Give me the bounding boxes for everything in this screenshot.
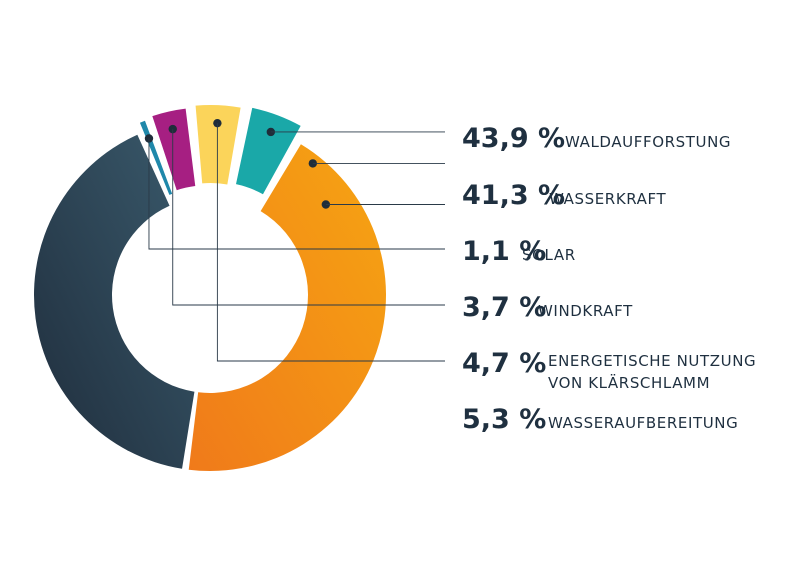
slice-2-percent: 1,1 %: [462, 236, 546, 267]
slice-2-label: SOLAR: [522, 246, 576, 264]
slice-4-leader: [216, 123, 445, 362]
slice-3: [152, 108, 196, 191]
slice-4-label: VON KLÄRSCHLAMM: [548, 373, 710, 392]
slice-0: [188, 144, 387, 471]
slice-3-label: WINDKRAFT: [538, 302, 633, 320]
slice-0-label: WALDAUFFORSTUNG: [565, 133, 731, 151]
donut-slices: [34, 105, 387, 471]
leader-lines: [144, 118, 445, 362]
slice-labels: 43,9 % WALDAUFFORSTUNG 41,3 %WASSERKRAFT 1,…: [462, 123, 756, 435]
slice-2-leader: [148, 138, 445, 250]
slice-5-label: WASSERAUFBEREITUNG: [548, 414, 738, 432]
slice-0-percent: 43,9 %: [462, 123, 565, 154]
slice-5: [236, 107, 301, 195]
slice-1-label: WASSERKRAFT: [549, 190, 666, 208]
slice-5-dot: [266, 127, 276, 137]
slice-5-percent: 5,3 %: [462, 404, 546, 435]
slice-1-percent: 41,3 %: [462, 180, 565, 211]
slice-3-leader: [172, 129, 445, 306]
slice-0-dot: [308, 159, 318, 168]
slice-4: [195, 105, 241, 185]
slice-3-percent: 3,7 %: [462, 292, 546, 323]
slice-1: [34, 134, 195, 469]
slice-4-label: ENERGETISCHE NUTZUNG: [548, 352, 756, 370]
slice-4-percent: 4,7 %: [462, 348, 546, 379]
